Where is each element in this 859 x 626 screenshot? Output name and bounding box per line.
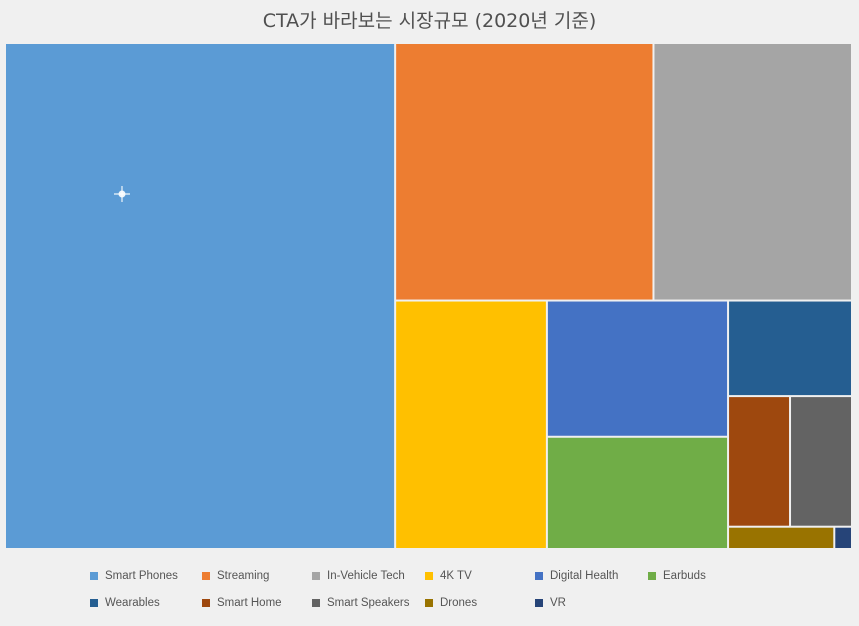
treemap-tile-streaming	[396, 44, 653, 300]
move-cursor-icon	[114, 186, 130, 202]
legend-label: Streaming	[217, 570, 270, 582]
legend-item-vr: VR	[535, 593, 648, 613]
legend-swatch	[202, 572, 210, 580]
legend-label: Drones	[440, 597, 478, 609]
legend-item-earbuds: Earbuds	[648, 566, 738, 586]
legend-item-smart-speakers: Smart Speakers	[312, 593, 425, 613]
legend-swatch	[425, 572, 433, 580]
legend-label: Wearables	[105, 597, 160, 609]
treemap-tile-4k-tv	[396, 301, 546, 548]
legend-label: Smart Speakers	[327, 597, 410, 609]
legend-swatch	[202, 599, 210, 607]
legend-swatch	[312, 599, 320, 607]
legend-item-drones: Drones	[425, 593, 535, 613]
treemap-tile-drones	[729, 527, 834, 548]
legend-label: In-Vehicle Tech	[327, 570, 405, 582]
legend-swatch	[535, 599, 543, 607]
legend-item-in-vehicle-tech: In-Vehicle Tech	[312, 566, 425, 586]
legend-item-smart-phones: Smart Phones	[90, 566, 202, 586]
legend-row: Smart Phones Streaming In-Vehicle Tech 4K T…	[90, 566, 810, 586]
legend-row: Wearables Smart Home Smart Speakers Drones V…	[90, 593, 810, 613]
legend-label: VR	[550, 597, 566, 609]
legend-item-wearables: Wearables	[90, 593, 202, 613]
legend-swatch	[90, 572, 98, 580]
legend-item-4k-tv: 4K TV	[425, 566, 535, 586]
legend-item-streaming: Streaming	[202, 566, 312, 586]
treemap-tile-smart-phones	[6, 44, 395, 548]
treemap-tile-digital-health	[547, 301, 728, 436]
chart-title: CTA가 바라보는 시장규모 (2020년 기준)	[262, 10, 597, 32]
legend-swatch	[648, 572, 656, 580]
legend-swatch	[90, 599, 98, 607]
legend-label: Earbuds	[663, 570, 706, 582]
legend-label: Smart Home	[217, 597, 282, 609]
treemap-tile-vr	[835, 527, 851, 548]
legend-label: Digital Health	[550, 570, 619, 582]
treemap-tile-in-vehicle-tech	[654, 44, 851, 300]
treemap-tile-earbuds	[547, 437, 728, 548]
legend-label: Smart Phones	[105, 570, 178, 582]
legend-swatch	[312, 572, 320, 580]
legend-item-smart-home: Smart Home	[202, 593, 312, 613]
legend-label: 4K TV	[440, 570, 472, 582]
treemap-tile-smart-speakers	[791, 397, 851, 526]
legend-swatch	[425, 599, 433, 607]
legend-item-digital-health: Digital Health	[535, 566, 648, 586]
chart-legend: Smart Phones Streaming In-Vehicle Tech 4K T…	[90, 566, 810, 620]
legend-swatch	[535, 572, 543, 580]
treemap-tile-smart-home	[729, 397, 790, 526]
treemap-tile-wearables	[729, 301, 851, 396]
